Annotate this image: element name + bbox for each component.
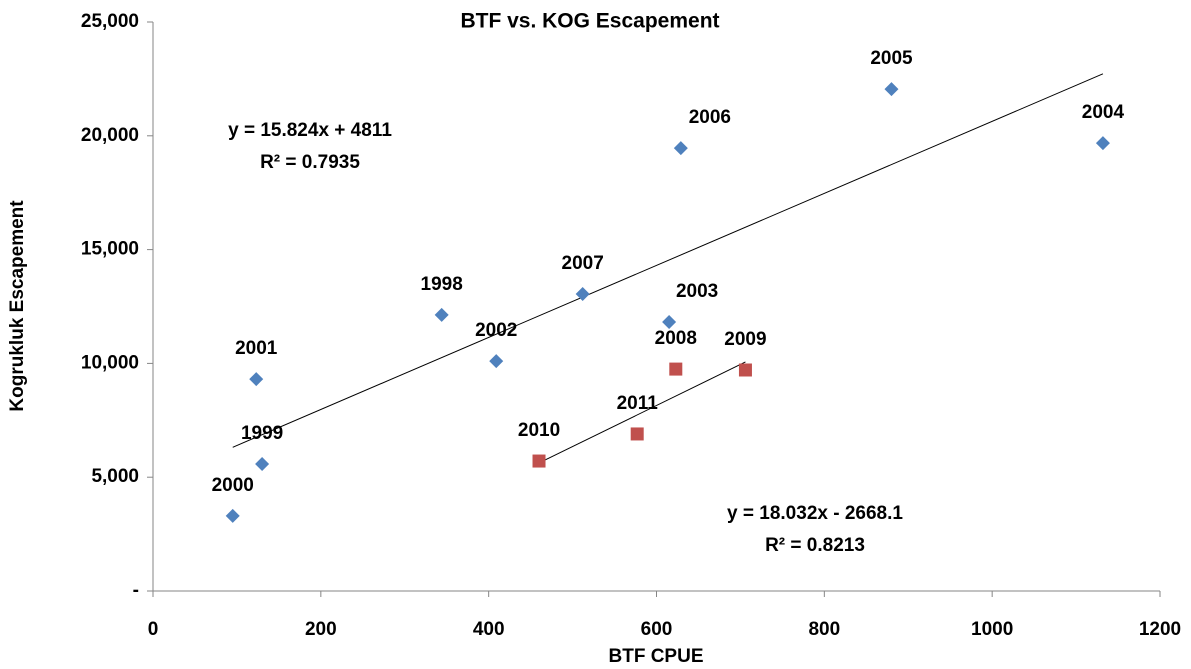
x-tick-label: 600 — [641, 619, 673, 640]
trendline — [232, 73, 1104, 448]
point-label: 2008 — [655, 328, 697, 349]
trend-equation: y = 18.032x - 2668.1 — [727, 503, 903, 524]
point-label: 2004 — [1082, 102, 1125, 123]
point — [225, 508, 240, 523]
x-axis-label: BTF CPUE — [609, 646, 704, 667]
x-tick-label: 1000 — [971, 619, 1013, 640]
trend-r2: R² = 0.8213 — [765, 535, 865, 556]
point-label: 1999 — [241, 423, 283, 444]
point — [1095, 136, 1110, 151]
point — [662, 314, 677, 329]
y-tick-label: 5,000 — [91, 466, 139, 487]
point-label: 2009 — [724, 329, 766, 350]
y-tick-label: 25,000 — [81, 11, 139, 32]
x-tick-label: 1200 — [1139, 619, 1181, 640]
y-axis-label: Kogrukluk Escapement — [7, 200, 28, 412]
y-tick-label: 10,000 — [81, 352, 139, 373]
point — [630, 427, 644, 441]
point-label: 2006 — [689, 107, 731, 128]
x-tick-label: 0 — [148, 619, 159, 640]
point — [434, 307, 449, 322]
point — [249, 372, 264, 387]
trend-equation: y = 15.824x + 4811 — [228, 120, 392, 141]
trend-r2: R² = 0.7935 — [260, 152, 360, 173]
x-tick-label: 200 — [305, 619, 337, 640]
point-label: 2011 — [617, 393, 659, 414]
point — [884, 82, 899, 97]
point-label: 2003 — [676, 281, 718, 302]
y-tick-label: 20,000 — [81, 125, 139, 146]
point-label: 1998 — [421, 274, 463, 295]
point — [673, 141, 688, 156]
point-label: 2001 — [235, 338, 278, 359]
point-label: 2007 — [562, 253, 604, 274]
point-label: 2005 — [870, 48, 913, 69]
y-tick-label: - — [133, 580, 139, 601]
point-label: 2010 — [518, 420, 560, 441]
trendline — [538, 361, 746, 464]
y-tick-label: 15,000 — [81, 239, 139, 260]
point — [489, 354, 504, 369]
x-tick-label: 400 — [473, 619, 505, 640]
point — [255, 456, 270, 471]
point-label: 2000 — [212, 475, 254, 496]
x-tick-label: 800 — [808, 619, 840, 640]
point — [575, 286, 590, 301]
point — [532, 454, 546, 468]
point — [669, 362, 683, 376]
point-label: 2002 — [475, 320, 517, 341]
chart-title: BTF vs. KOG Escapement — [460, 10, 719, 33]
point — [738, 363, 752, 377]
